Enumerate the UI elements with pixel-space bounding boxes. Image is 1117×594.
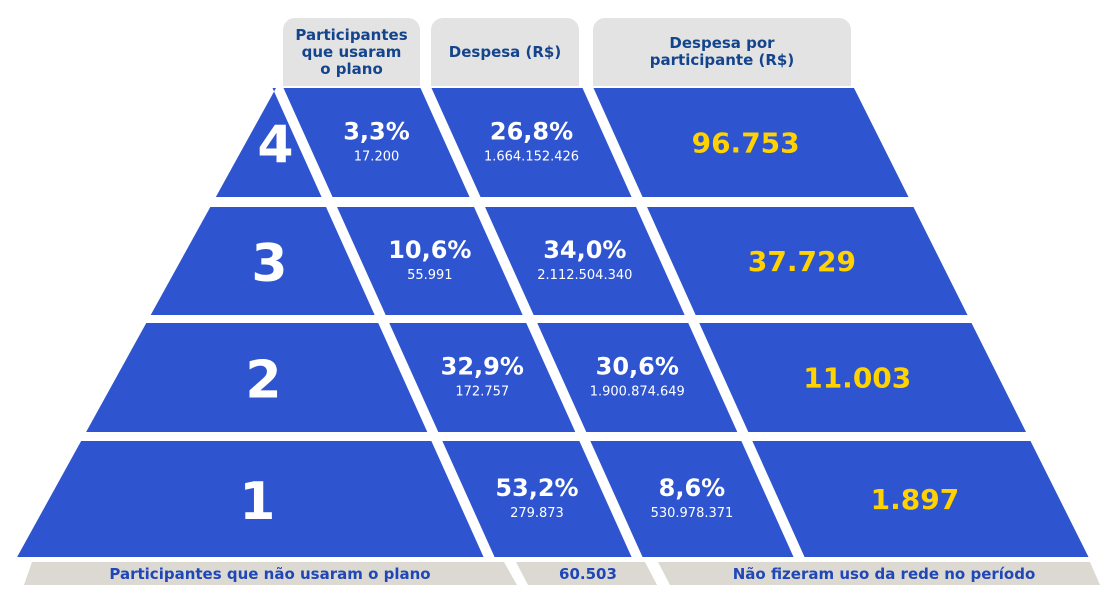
- header-per-participant: Despesa por participante (R$): [593, 18, 851, 86]
- tier-expense-pct: 8,6%: [659, 474, 726, 502]
- footer-no-use-label: Participantes que não usaram o plano: [109, 565, 430, 583]
- tier-participants-pct: 10,6%: [388, 236, 471, 264]
- tier-1-expense-cell: [590, 441, 794, 557]
- tier-expense-value: 1.900.874.649: [590, 385, 685, 400]
- tier-expense-pct: 26,8%: [490, 118, 573, 146]
- footer-no-use-note-bar: [658, 562, 1100, 585]
- header-participants: Participantes que usaram o plano: [283, 18, 420, 86]
- tier-1-participants-cell: [442, 441, 632, 557]
- tier-3-expense-cell: [485, 207, 685, 315]
- tier-2-expense-cell: [537, 323, 738, 432]
- tier-1-level-cell: [17, 441, 484, 557]
- tier-4-per-participant-cell: [593, 88, 909, 197]
- tier-3-per-participant-cell: [647, 207, 968, 315]
- footer-no-use-label-bar: [24, 562, 517, 585]
- tier-participants-pct: 32,9%: [441, 353, 524, 381]
- tier-1-per-participant-cell: [752, 441, 1089, 557]
- header-participants-label: Participantes que usaram o plano: [295, 25, 408, 78]
- tier-4-level-cell: [215, 88, 322, 197]
- tier-per-participant-value: 1.897: [871, 483, 960, 516]
- footer-no-use-note: Não fizeram uso da rede no período: [733, 565, 1036, 583]
- tier-level-number: 3: [251, 234, 287, 294]
- footer-no-use-count-bar: [516, 562, 657, 585]
- tier-expense-value: 2.112.504.340: [537, 268, 632, 283]
- tier-2-participants-cell: [389, 323, 576, 432]
- tier-per-participant-value: 96.753: [692, 127, 800, 160]
- tier-participants-count: 17.200: [354, 150, 400, 165]
- tier-expense-value: 530.978.371: [651, 506, 734, 521]
- tier-level-number: 4: [257, 116, 293, 176]
- header-per-participant-label: Despesa por participante (R$): [649, 34, 795, 69]
- tier-2-per-participant-cell: [699, 323, 1026, 432]
- header-expense-label: Despesa (R$): [448, 42, 562, 61]
- tier-4-participants-cell: [283, 88, 470, 197]
- tier-level-number: 2: [245, 351, 281, 411]
- tier-3-level-cell: [150, 207, 375, 315]
- tier-participants-pct: 3,3%: [343, 118, 410, 146]
- tier-participants-count: 172.757: [455, 385, 509, 400]
- tier-participants-count: 279.873: [510, 506, 564, 521]
- tier-4-expense-cell: [431, 88, 632, 197]
- tier-2-level-cell: [86, 323, 428, 432]
- tier-participants-count: 55.991: [407, 268, 453, 283]
- tier-level-number: 1: [239, 472, 275, 532]
- tier-3-participants-cell: [337, 207, 523, 315]
- tier-participants-pct: 53,2%: [495, 474, 578, 502]
- tier-expense-pct: 30,6%: [596, 353, 679, 381]
- tier-expense-value: 1.664.152.426: [484, 150, 579, 165]
- tier-per-participant-value: 11.003: [803, 362, 911, 395]
- footer-no-use-count: 60.503: [559, 565, 617, 583]
- header-expense: Despesa (R$): [431, 18, 579, 86]
- tier-per-participant-value: 37.729: [748, 245, 856, 278]
- tier-expense-pct: 34,0%: [543, 236, 626, 264]
